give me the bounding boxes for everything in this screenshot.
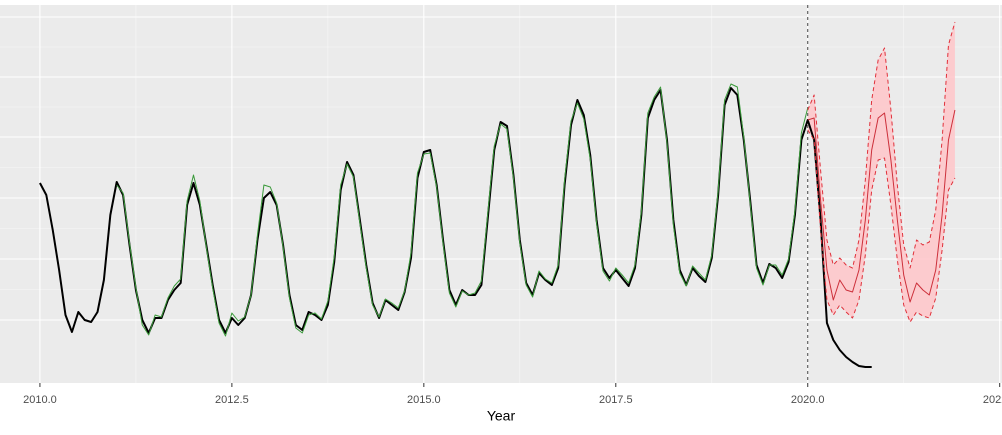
series-line (116, 83, 809, 337)
x-tick-label: 2015.0 (407, 394, 441, 406)
x-tick-label: 2020.0 (791, 394, 825, 406)
series-line (807, 21, 956, 269)
series-line (39, 87, 872, 368)
x-tick-label: 2012.5 (215, 394, 249, 406)
plot-panel (0, 5, 1002, 383)
interval-band (807, 22, 955, 322)
x-tick-label: 2022.5 (983, 394, 1002, 406)
x-tick-label: 2010.0 (23, 394, 57, 406)
series-line (807, 129, 956, 323)
series-line (807, 109, 956, 303)
x-tick-label: 2017.5 (599, 394, 633, 406)
x-axis-title: Year (487, 408, 516, 424)
